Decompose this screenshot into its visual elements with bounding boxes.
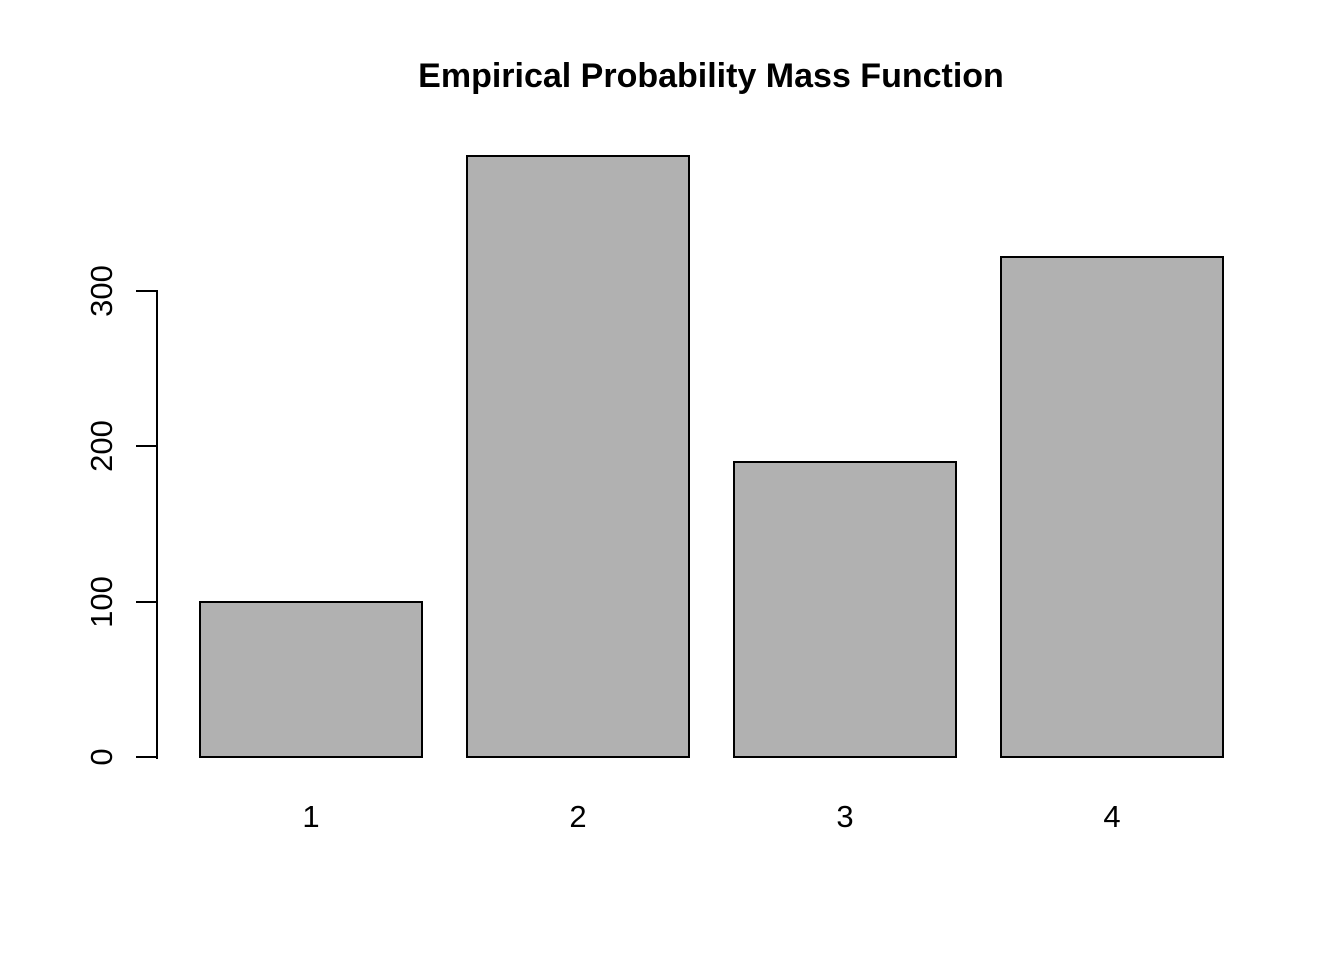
y-tick-mark [136, 445, 156, 447]
bar-category-4 [1000, 256, 1224, 758]
bar-category-1 [199, 601, 423, 758]
x-tick-label: 3 [836, 799, 854, 834]
x-tick-label: 2 [569, 799, 587, 834]
x-tick-label: 1 [302, 799, 320, 834]
y-tick-label: 100 [84, 576, 119, 628]
y-tick-label: 200 [84, 420, 119, 472]
y-tick-mark [136, 290, 156, 292]
y-tick-mark [136, 756, 156, 758]
y-tick-label: 0 [84, 748, 119, 766]
y-axis-line [156, 290, 158, 759]
x-tick-label: 4 [1103, 799, 1121, 834]
bar-category-3 [733, 461, 957, 758]
chart-title: Empirical Probability Mass Function [418, 57, 1004, 95]
y-tick-mark [136, 601, 156, 603]
bar-category-2 [466, 155, 690, 758]
y-tick-label: 300 [84, 265, 119, 317]
